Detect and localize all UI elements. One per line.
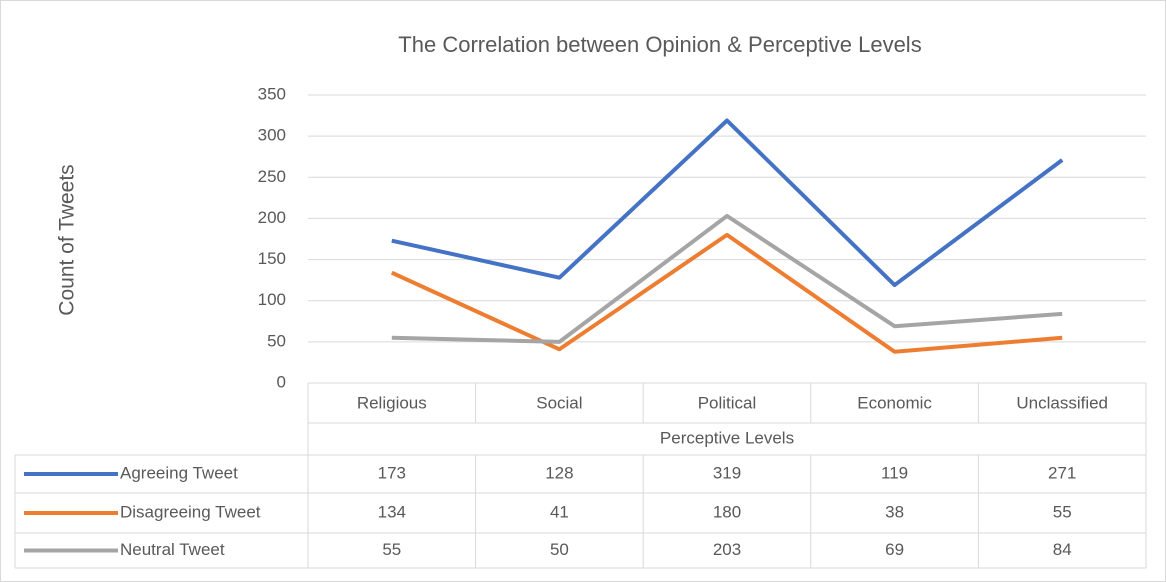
table-value: 319 (713, 463, 741, 482)
x-tick-label: Political (698, 393, 757, 412)
y-tick-label: 100 (258, 290, 286, 309)
table-value: 41 (550, 502, 569, 521)
series-line (391, 118, 1064, 288)
table-value: 128 (545, 463, 573, 482)
x-axis-title: Perceptive Levels (660, 428, 794, 447)
x-tick-label: Religious (357, 393, 427, 412)
x-tick-label: Social (536, 393, 582, 412)
chart-title: The Correlation between Opinion & Percep… (398, 32, 921, 57)
x-tick-label: Economic (857, 393, 932, 412)
table-value: 55 (1053, 502, 1072, 521)
table-value: 173 (378, 463, 406, 482)
table-value: 271 (1048, 463, 1076, 482)
y-tick-label: 300 (258, 126, 286, 145)
table-value: 180 (713, 502, 741, 521)
legend-label: Disagreeing Tweet (120, 502, 261, 521)
table-value: 134 (378, 502, 406, 521)
table-value: 203 (713, 540, 741, 559)
table-value: 38 (885, 502, 904, 521)
table-value: 55 (382, 540, 401, 559)
table-value: 119 (881, 463, 908, 482)
table-value: 84 (1053, 540, 1072, 559)
y-tick-label: 50 (267, 331, 286, 350)
x-tick-label: Unclassified (1016, 393, 1108, 412)
y-tick-label: 350 (258, 84, 286, 103)
table-value: 69 (885, 540, 904, 559)
y-axis-title: Count of Tweets (56, 164, 79, 315)
y-tick-label: 150 (258, 249, 286, 268)
series-line (391, 213, 1063, 344)
legend-label: Agreeing Tweet (120, 463, 238, 482)
legend-label: Neutral Tweet (120, 540, 225, 559)
y-tick-label: 0 (277, 372, 286, 391)
y-tick-label: 200 (258, 208, 286, 227)
y-tick-label: 250 (258, 167, 286, 186)
table-value: 50 (550, 540, 569, 559)
series-line (390, 232, 1063, 354)
